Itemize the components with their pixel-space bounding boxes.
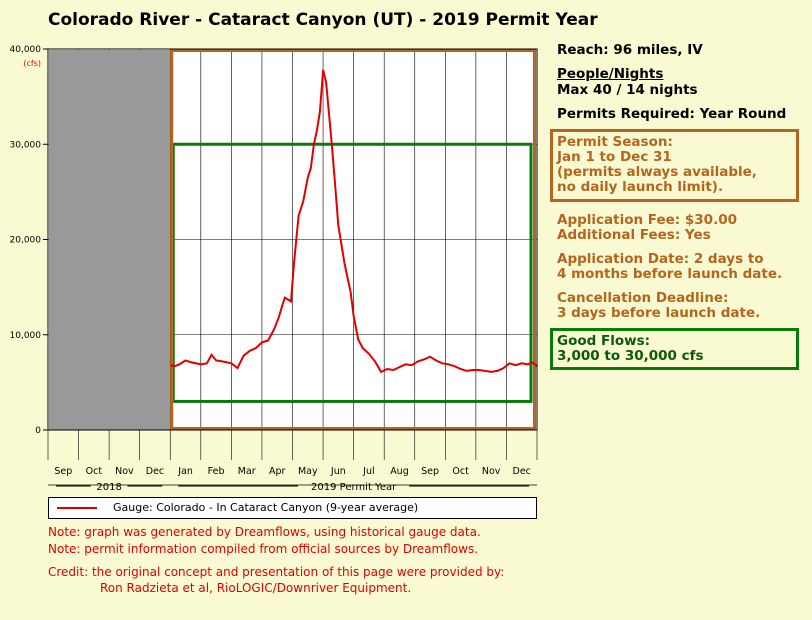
month-label: Aug — [390, 466, 409, 477]
month-label: Oct — [452, 466, 469, 477]
month-label: Nov — [115, 466, 134, 477]
permits-required-text: Permits Required: Year Round — [557, 106, 787, 122]
application-fee-text: Application Fee: $30.00 — [557, 212, 737, 228]
y-tick-label: 40,000 — [10, 45, 42, 55]
good-flows-range: 3,000 to 30,000 cfs — [557, 348, 704, 364]
cancellation-text-1: Cancellation Deadline: — [557, 290, 729, 306]
good-flows-heading: Good Flows: — [557, 333, 651, 349]
page-title: Colorado River - Cataract Canyon (UT) - … — [48, 10, 598, 30]
month-label: Apr — [269, 466, 286, 477]
permit-season-box — [170, 49, 536, 430]
note-permit-info: Note: permit information compiled from o… — [48, 542, 479, 556]
good-flows-panel — [550, 328, 799, 370]
prior-year-shade — [49, 50, 171, 430]
reach-text: Reach: 96 miles, IV — [557, 42, 703, 58]
y-tick-label: 10,000 — [10, 331, 42, 341]
credit-authors: Ron Radzieta et al, RioLOGIC/Downriver E… — [100, 581, 412, 595]
month-label: Jan — [177, 466, 193, 477]
chart-legend: Gauge: Colorado - In Cataract Canyon (9-… — [48, 497, 537, 519]
month-label: Dec — [513, 466, 531, 477]
month-label: Oct — [86, 466, 103, 477]
application-date-text-2: 4 months before launch date. — [557, 266, 783, 282]
year-group-labels: 2018 2019 Permit Year — [56, 482, 529, 493]
season-note-1: (permits always available, — [557, 164, 757, 180]
month-label: Dec — [146, 466, 164, 477]
y-tick-label: 0 — [35, 426, 41, 436]
permit-season-panel — [550, 129, 799, 202]
y-axis: 0 10,000 20,000 30,000 40,000 — [10, 45, 48, 436]
season-note-2: no daily launch limit). — [557, 179, 724, 195]
month-label: May — [298, 466, 318, 477]
flow-series-line — [170, 69, 538, 374]
year-group-label: 2018 — [96, 482, 121, 493]
y-tick-label: 30,000 — [10, 140, 42, 150]
application-date-text-1: Application Date: 2 days to — [557, 251, 764, 267]
year-group-label: 2019 Permit Year — [311, 482, 397, 493]
note-generated: Note: graph was generated by Dreamflows,… — [48, 525, 481, 539]
month-label: Jun — [330, 466, 346, 477]
x-axis: Sep Oct Nov Dec Jan Feb Mar Apr May Jun Jul Aug Sep O… — [48, 466, 537, 486]
people-nights-heading: People/Nights — [557, 66, 664, 82]
legend-swatch — [57, 507, 97, 509]
month-label: Nov — [482, 466, 501, 477]
month-label: Jul — [362, 466, 374, 477]
cancellation-text-2: 3 days before launch date. — [557, 305, 761, 321]
month-label: Feb — [208, 466, 225, 477]
additional-fees-text: Additional Fees: Yes — [557, 227, 711, 243]
season-dates: Jan 1 to Dec 31 — [557, 149, 672, 165]
month-label: Sep — [421, 466, 439, 477]
season-heading: Permit Season: — [557, 134, 673, 150]
people-nights-value: Max 40 / 14 nights — [557, 82, 698, 98]
credit-line: Credit: the original concept and present… — [48, 565, 505, 579]
month-label: Mar — [238, 466, 256, 477]
month-label: Sep — [54, 466, 72, 477]
y-tick-label: 20,000 — [10, 236, 42, 246]
legend-label: Gauge: Colorado - In Cataract Canyon (9-… — [113, 501, 419, 514]
y-axis-unit: (cfs) — [23, 59, 41, 68]
